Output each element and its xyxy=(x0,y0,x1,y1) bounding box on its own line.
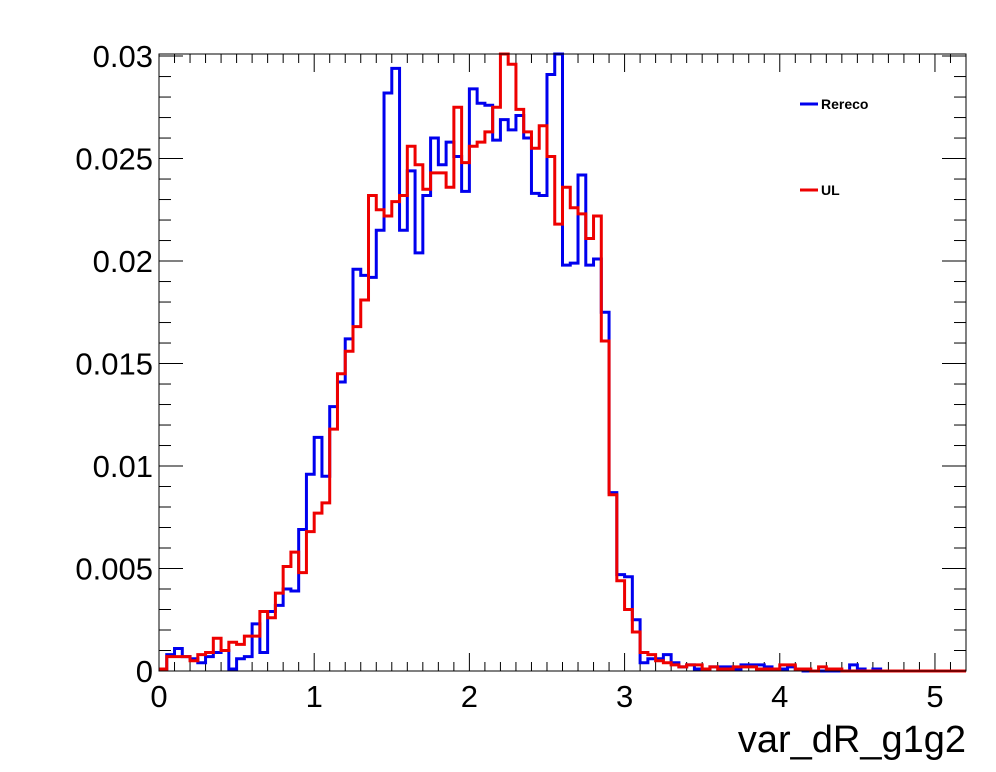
y-tick-label: 0 xyxy=(136,654,153,689)
x-tick-label: 1 xyxy=(306,679,323,714)
y-tick-label: 0.015 xyxy=(75,347,153,382)
x-tick-labels: 0 1 2 3 4 5 xyxy=(150,679,943,714)
y-tick-labels: 0 0.005 0.01 0.015 0.02 0.025 0.03 xyxy=(75,39,153,689)
x-tick-label: 0 xyxy=(150,679,167,714)
series-line-ul xyxy=(159,52,966,673)
x-tick-label: 2 xyxy=(461,679,478,714)
legend-label-ul: UL xyxy=(821,182,840,198)
y-tick-label: 0.01 xyxy=(93,449,153,484)
y-tick-label: 0.005 xyxy=(75,552,153,587)
x-tick-label: 3 xyxy=(616,679,633,714)
y-tick-label: 0.03 xyxy=(93,39,153,74)
x-axis-title: var_dR_g1g2 xyxy=(738,719,966,761)
legend-label-rereco: Rereco xyxy=(821,96,868,112)
major-ticks xyxy=(158,54,966,672)
series-line-rereco xyxy=(159,52,966,673)
legend: Rereco UL xyxy=(800,96,868,198)
y-tick-label: 0.02 xyxy=(93,244,153,279)
x-tick-label: 5 xyxy=(926,679,943,714)
plot-frame xyxy=(158,53,967,672)
minor-ticks xyxy=(159,54,967,671)
y-tick-label: 0.025 xyxy=(75,142,153,177)
series-layer xyxy=(159,52,966,673)
x-tick-label: 4 xyxy=(771,679,788,714)
